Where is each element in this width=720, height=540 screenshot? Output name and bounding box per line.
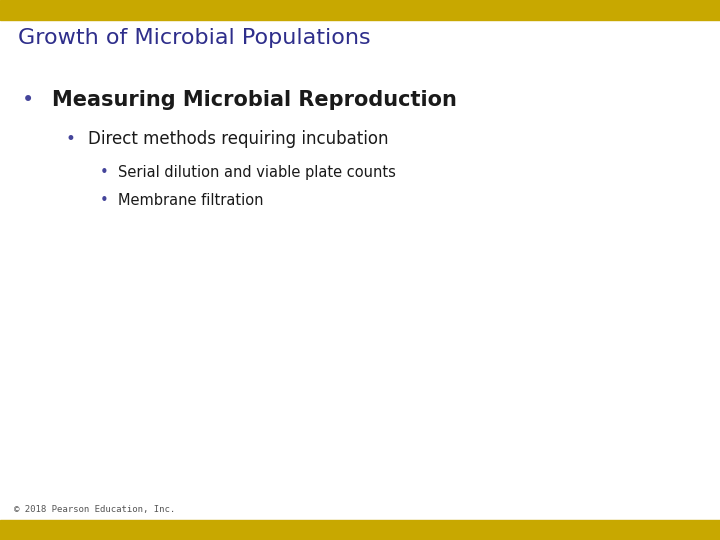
Bar (0, 520, 720, 540)
Text: •: • (100, 165, 109, 180)
Text: Direct methods requiring incubation: Direct methods requiring incubation (88, 130, 389, 148)
Text: Membrane filtration: Membrane filtration (118, 193, 264, 208)
Text: Measuring Microbial Reproduction: Measuring Microbial Reproduction (52, 90, 457, 110)
Text: •: • (100, 193, 109, 208)
Text: •: • (65, 130, 75, 148)
Text: Growth of Microbial Populations: Growth of Microbial Populations (18, 28, 371, 48)
Bar (0, 0, 720, 20)
Text: © 2018 Pearson Education, Inc.: © 2018 Pearson Education, Inc. (14, 505, 175, 514)
Text: •: • (22, 90, 35, 110)
Text: Serial dilution and viable plate counts: Serial dilution and viable plate counts (118, 165, 396, 180)
